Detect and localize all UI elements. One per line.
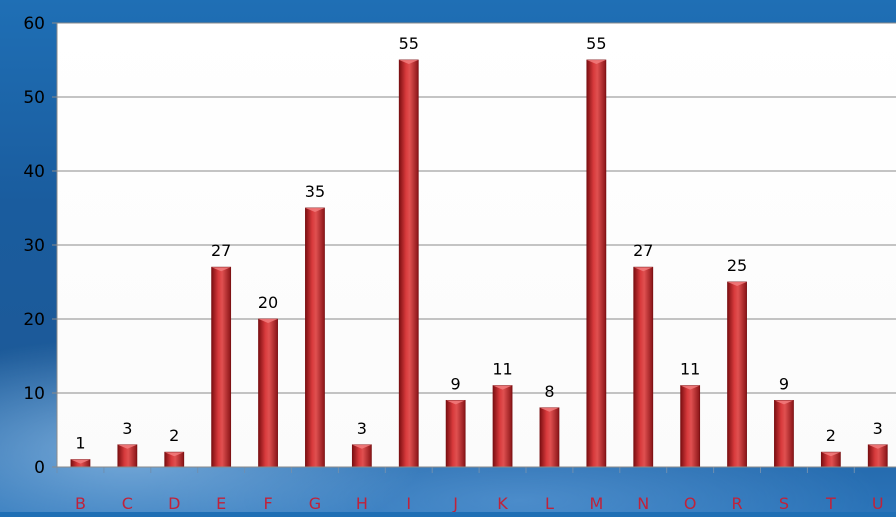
bar-cap-J — [446, 400, 466, 405]
bar-cap-M — [586, 60, 606, 64]
y-tick-label: 50 — [23, 88, 45, 108]
x-tick-label-I: I — [406, 494, 411, 512]
x-tick-label-L: L — [545, 494, 554, 512]
x-tick-label-M: M — [589, 494, 603, 512]
data-label-G: 35 — [305, 182, 325, 201]
bar-R — [727, 281, 747, 468]
x-tick-label-F: F — [263, 494, 272, 512]
x-tick-label-J: J — [452, 494, 458, 512]
bar-cap-O — [680, 385, 700, 390]
x-tick-label-U: U — [872, 494, 884, 512]
bar-F — [258, 318, 278, 468]
data-label-K: 11 — [492, 360, 512, 379]
data-label-D: 2 — [169, 426, 179, 445]
x-tick-label-H: H — [356, 494, 368, 512]
data-label-I: 55 — [399, 34, 419, 53]
data-label-J: 9 — [451, 374, 461, 393]
x-tick-label-N: N — [637, 494, 649, 512]
bar-cap-C — [117, 444, 137, 449]
bar-cap-K — [493, 385, 513, 390]
bar-L — [539, 407, 560, 468]
bar-N — [633, 266, 654, 468]
data-label-O: 11 — [680, 360, 700, 379]
data-label-L: 8 — [544, 382, 554, 401]
x-tick-label-D: D — [168, 494, 180, 512]
data-label-F: 20 — [258, 293, 278, 312]
bar-cap-D — [164, 452, 184, 457]
data-label-C: 3 — [122, 419, 132, 438]
bar-G — [305, 207, 325, 468]
bar-cap-T — [821, 452, 841, 457]
data-label-S: 9 — [779, 374, 789, 393]
bars-group — [70, 59, 888, 468]
x-tick-label-O: O — [684, 494, 697, 512]
bar-J — [445, 399, 466, 468]
x-tick-label-E: E — [216, 494, 226, 512]
bar-cap-I — [399, 60, 419, 64]
data-label-U: 3 — [873, 419, 883, 438]
y-axis: 0 10 20 30 40 50 60 — [23, 14, 58, 478]
bar-cap-G — [305, 208, 325, 212]
bar-cap-F — [258, 319, 278, 323]
x-tick-label-R: R — [731, 494, 742, 512]
data-label-M: 55 — [586, 34, 606, 53]
bar-O — [680, 385, 701, 468]
y-tick-label: 20 — [23, 310, 45, 330]
data-labels-group: 1 3 2 27 20 35 3 55 9 11 8 55 27 11 25 9 2 3 — [75, 34, 882, 453]
y-tick-label: 10 — [23, 384, 45, 404]
bar-E — [211, 266, 232, 468]
data-label-T: 2 — [826, 426, 836, 445]
y-tick-label: 30 — [23, 236, 45, 256]
y-tick-label: 40 — [23, 162, 45, 182]
bar-cap-U — [868, 444, 888, 449]
bar-M — [586, 59, 607, 468]
bar-S — [774, 399, 794, 468]
x-tick-label-G: G — [309, 494, 321, 512]
data-label-N: 27 — [633, 241, 653, 260]
y-tick-label: 60 — [23, 14, 45, 34]
bar-cap-N — [633, 267, 653, 272]
data-label-R: 25 — [727, 256, 747, 275]
x-tick-label-S: S — [779, 494, 789, 512]
x-tick-label-T: T — [825, 494, 836, 512]
bar-K — [492, 385, 513, 468]
x-tick-label-C: C — [122, 494, 133, 512]
bar-cap-L — [539, 407, 559, 412]
bar-I — [398, 59, 419, 468]
bar-cap-S — [774, 400, 794, 405]
bar-cap-E — [211, 267, 231, 272]
data-label-E: 27 — [211, 241, 231, 260]
bar-cap-R — [727, 282, 747, 286]
x-tick-label-B: B — [75, 494, 86, 512]
bar-cap-B — [70, 459, 90, 464]
data-label-B: 1 — [75, 434, 85, 453]
data-label-H: 3 — [357, 419, 367, 438]
bar-cap-H — [352, 444, 372, 449]
y-tick-label: 0 — [34, 458, 45, 478]
x-tick-label-K: K — [497, 494, 508, 512]
